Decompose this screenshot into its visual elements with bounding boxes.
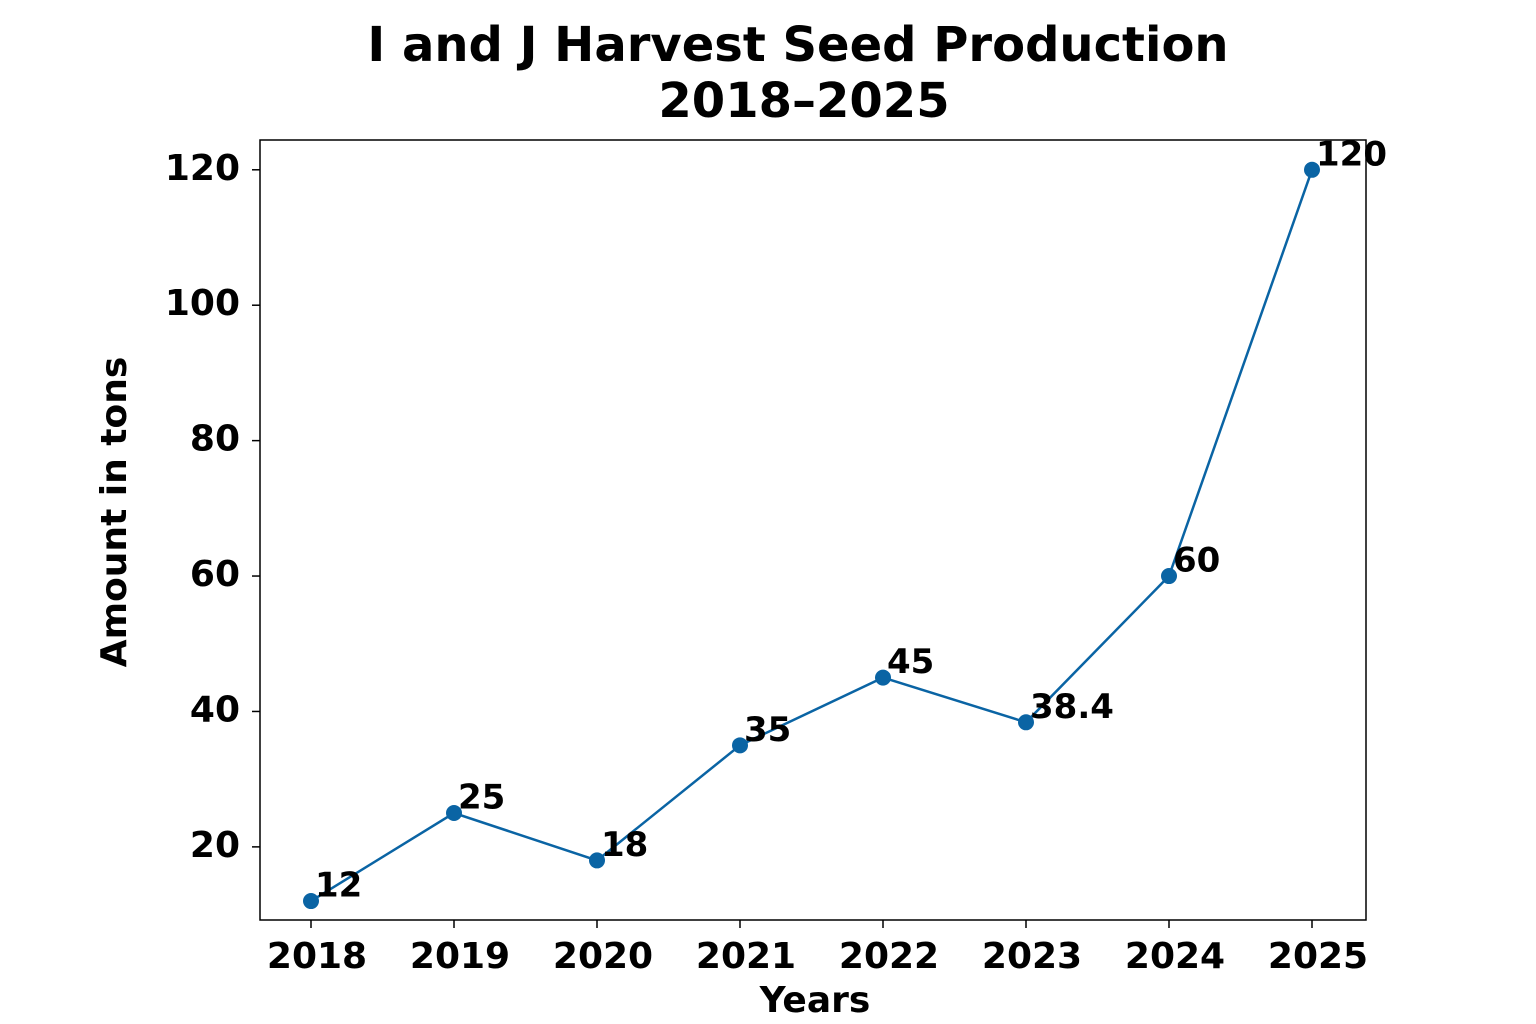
data-label: 38.4 — [1030, 687, 1114, 727]
data-label: 45 — [887, 642, 934, 682]
data-point — [589, 852, 605, 869]
data-label: 60 — [1173, 541, 1220, 581]
x-tick-label: 2019 — [410, 936, 510, 977]
y-tick-label: 60 — [190, 554, 240, 595]
x-axis-label: Years — [759, 980, 871, 1021]
data-point — [1304, 161, 1320, 178]
x-tick-label: 2025 — [1268, 936, 1368, 977]
data-point — [446, 805, 462, 822]
y-tick-label: 120 — [165, 148, 240, 189]
data-point — [1018, 714, 1034, 731]
x-tick-label: 2018 — [267, 936, 367, 977]
data-point — [303, 893, 319, 910]
x-tick-label: 2020 — [553, 936, 653, 977]
x-tick-label: 2022 — [839, 936, 939, 977]
data-line — [310, 169, 1314, 903]
data-point — [875, 669, 891, 686]
data-label: 120 — [1316, 134, 1387, 174]
chart-subtitle: 2018–2025 — [658, 73, 949, 129]
y-axis-label: Amount in tons — [94, 357, 135, 668]
y-tick-label: 20 — [190, 825, 240, 866]
data-label: 25 — [458, 778, 505, 818]
data-label: 18 — [601, 825, 648, 865]
data-label: 12 — [315, 866, 362, 906]
y-tick-label: 100 — [165, 283, 240, 324]
data-point — [732, 737, 748, 754]
x-tick-label: 2021 — [696, 936, 796, 977]
data-point — [1161, 568, 1177, 585]
x-tick-label: 2024 — [1125, 936, 1225, 977]
data-label: 35 — [744, 710, 791, 750]
x-tick-label: 2023 — [982, 936, 1082, 977]
plot-frame — [259, 139, 1367, 921]
y-tick-label: 40 — [190, 689, 240, 730]
chart-title: I and J Harvest Seed Production — [367, 17, 1228, 73]
y-tick-label: 80 — [190, 419, 240, 460]
